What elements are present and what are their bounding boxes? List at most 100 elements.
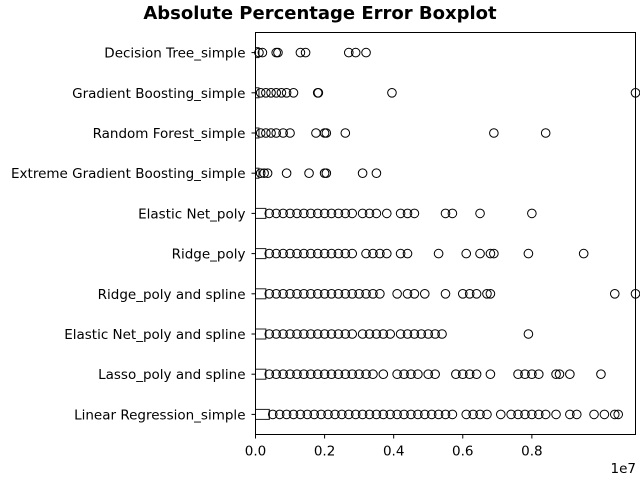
- outlier-point: [305, 289, 316, 299]
- outlier-point: [319, 289, 330, 299]
- outlier-point: [378, 369, 389, 380]
- y-tick-label: Decision Tree_simple: [104, 46, 245, 62]
- outlier-point: [361, 248, 371, 259]
- outlier-point: [489, 248, 499, 259]
- box-series: [255, 207, 537, 219]
- outlier-point: [333, 289, 344, 299]
- outlier-point: [321, 128, 332, 138]
- outlier-point: [271, 329, 282, 339]
- outlier-point: [299, 369, 309, 380]
- outlier-point: [285, 329, 295, 339]
- outlier-point: [375, 289, 385, 299]
- outlier-point: [312, 248, 323, 259]
- outlier-point: [392, 289, 402, 299]
- outlier-point: [343, 47, 354, 58]
- outlier-point: [304, 168, 314, 178]
- outlier-point: [387, 88, 397, 98]
- outlier-point: [319, 329, 330, 339]
- axes-frame: [255, 32, 636, 435]
- y-tick-label: Lasso_poly and spline: [98, 367, 245, 383]
- outlier-point: [533, 369, 544, 380]
- outlier-point: [378, 329, 389, 339]
- outlier-point: [506, 409, 516, 420]
- outlier-point: [305, 369, 316, 380]
- outlier-point: [464, 289, 475, 299]
- outlier-point: [392, 369, 402, 380]
- outlier-point: [340, 289, 351, 299]
- outlier-point: [278, 329, 288, 339]
- outlier-point: [264, 289, 275, 299]
- outlier-point: [255, 128, 266, 138]
- box-body: [255, 288, 267, 300]
- outlier-point: [447, 409, 458, 420]
- outlier-point: [419, 409, 430, 420]
- outlier-point: [482, 289, 492, 299]
- outlier-point: [264, 208, 275, 219]
- outlier-point: [343, 409, 354, 420]
- outlier-point: [340, 208, 351, 219]
- outlier-point: [278, 369, 288, 380]
- outlier-point: [596, 369, 606, 380]
- outlier-point: [392, 409, 402, 420]
- outlier-point: [333, 248, 344, 259]
- outlier-point: [340, 369, 351, 380]
- outlier-point: [292, 369, 302, 380]
- box-body: [255, 248, 267, 260]
- outlier-point: [440, 208, 451, 219]
- outlier-point: [312, 369, 323, 380]
- outlier-point: [371, 208, 382, 219]
- outlier-point: [312, 329, 323, 339]
- outlier-point: [299, 329, 309, 339]
- outlier-point: [402, 329, 413, 339]
- outlier-point: [285, 248, 295, 259]
- outlier-point: [271, 128, 282, 138]
- outlier-point: [326, 208, 337, 219]
- outlier-point: [264, 248, 275, 259]
- outlier-point: [399, 369, 409, 380]
- outlier-point: [257, 47, 268, 58]
- box-series: [255, 167, 382, 179]
- outlier-point: [489, 128, 499, 138]
- outlier-point: [395, 208, 406, 219]
- y-tick-label: Ridge_poly: [172, 247, 246, 263]
- box-series: [255, 248, 589, 260]
- outlier-point: [540, 409, 551, 420]
- outlier-point: [292, 329, 302, 339]
- outlier-point: [295, 409, 306, 420]
- x-tick-label: 0.0: [245, 444, 266, 460]
- y-tick-label: Ridge_poly and spline: [98, 287, 246, 303]
- outlier-point: [347, 248, 358, 259]
- outlier-point: [357, 168, 368, 178]
- outlier-point: [312, 208, 323, 219]
- outlier-point: [361, 369, 371, 380]
- outlier-point: [326, 369, 337, 380]
- outlier-point: [271, 88, 282, 98]
- outlier-point: [527, 409, 537, 420]
- outlier-point: [533, 409, 544, 420]
- outlier-point: [295, 47, 306, 58]
- outlier-point: [288, 409, 299, 420]
- outlier-point: [402, 208, 413, 219]
- outlier-point: [513, 409, 523, 420]
- outlier-point: [311, 128, 321, 138]
- outlier-point: [347, 208, 358, 219]
- outlier-point: [326, 289, 337, 299]
- box-series: [255, 87, 640, 99]
- outlier-point: [271, 289, 282, 299]
- outlier-point: [565, 369, 575, 380]
- outlier-point: [309, 409, 320, 420]
- outlier-point: [281, 168, 292, 178]
- outlier-point: [395, 248, 406, 259]
- outlier-point: [599, 409, 610, 420]
- outlier-point: [440, 409, 451, 420]
- x-tick-label: 0.4: [383, 444, 404, 460]
- outlier-point: [364, 208, 375, 219]
- outlier-point: [395, 329, 406, 339]
- outlier-point: [406, 409, 416, 420]
- outlier-point: [409, 329, 420, 339]
- y-axis: Decision Tree_simple Gradient Boosting_si…: [11, 46, 256, 423]
- x-axis: 0.0 0.2 0.4 0.6 0.8: [245, 434, 543, 460]
- outlier-point: [319, 208, 330, 219]
- outlier-point: [364, 409, 375, 420]
